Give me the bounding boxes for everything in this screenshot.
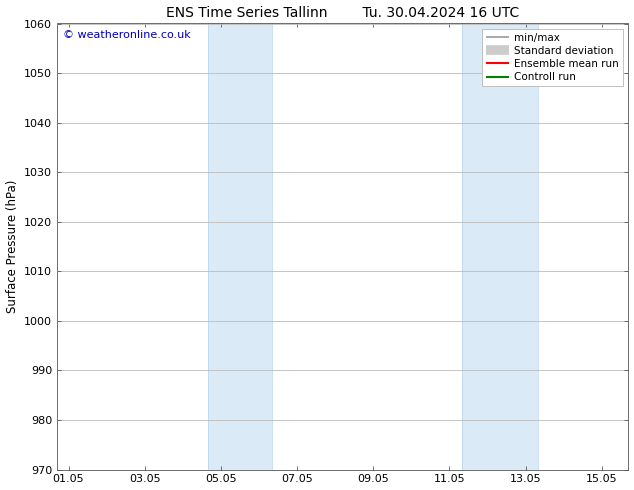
- Text: © weatheronline.co.uk: © weatheronline.co.uk: [63, 30, 191, 40]
- Bar: [209, 24, 271, 469]
- Bar: [462, 24, 538, 469]
- Legend: min/max, Standard deviation, Ensemble mean run, Controll run: min/max, Standard deviation, Ensemble me…: [482, 29, 623, 86]
- Title: ENS Time Series Tallinn        Tu. 30.04.2024 16 UTC: ENS Time Series Tallinn Tu. 30.04.2024 1…: [166, 5, 519, 20]
- Y-axis label: Surface Pressure (hPa): Surface Pressure (hPa): [6, 180, 18, 313]
